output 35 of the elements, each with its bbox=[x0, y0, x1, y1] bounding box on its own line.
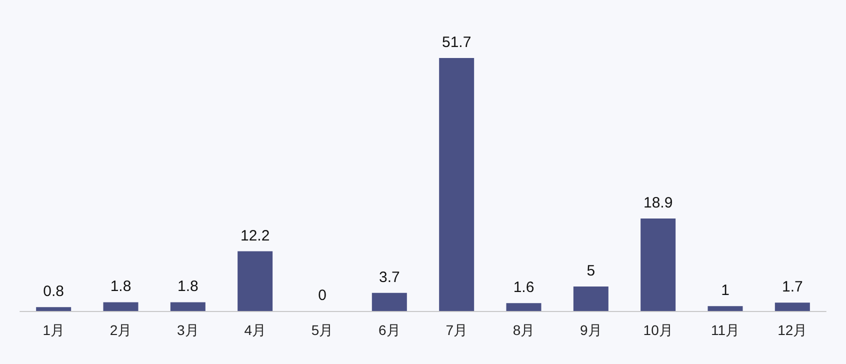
data-label: 1.8 bbox=[177, 278, 198, 296]
bar bbox=[708, 306, 743, 311]
data-label: 18.9 bbox=[643, 194, 673, 212]
data-label: 1 bbox=[721, 282, 730, 300]
data-label: 1.8 bbox=[110, 278, 132, 296]
x-tick-label: 10月 bbox=[643, 322, 673, 338]
x-tick-label: 5月 bbox=[311, 322, 334, 338]
bar bbox=[506, 303, 542, 311]
data-label: 0 bbox=[318, 287, 326, 304]
data-label: 51.7 bbox=[442, 34, 472, 51]
x-tick-label: 9月 bbox=[580, 322, 602, 338]
bar bbox=[640, 218, 676, 311]
data-label: 3.7 bbox=[378, 268, 400, 286]
data-label: 1.7 bbox=[782, 278, 803, 296]
data-label: 5 bbox=[586, 262, 596, 280]
data-label: 1.6 bbox=[513, 279, 534, 296]
bar bbox=[36, 307, 72, 311]
bar bbox=[238, 251, 273, 311]
x-tick-label: 7月 bbox=[446, 322, 468, 338]
x-tick-label: 4月 bbox=[244, 322, 266, 338]
x-tick-label: 1月 bbox=[42, 322, 64, 338]
x-tick-label: 3月 bbox=[177, 322, 199, 338]
x-tick-label: 2月 bbox=[110, 322, 132, 338]
bar bbox=[774, 302, 810, 311]
data-label: 12.2 bbox=[240, 227, 270, 244]
bar bbox=[103, 302, 138, 311]
bar bbox=[170, 302, 206, 311]
bar bbox=[372, 292, 407, 311]
bar bbox=[439, 58, 474, 311]
data-label: 0.8 bbox=[43, 283, 64, 300]
x-tick-label: 11月 bbox=[710, 322, 740, 338]
x-tick-label: 6月 bbox=[378, 322, 400, 338]
x-tick-label: 12月 bbox=[778, 322, 808, 338]
bar bbox=[573, 286, 608, 311]
x-tick-label: 8月 bbox=[512, 322, 535, 338]
